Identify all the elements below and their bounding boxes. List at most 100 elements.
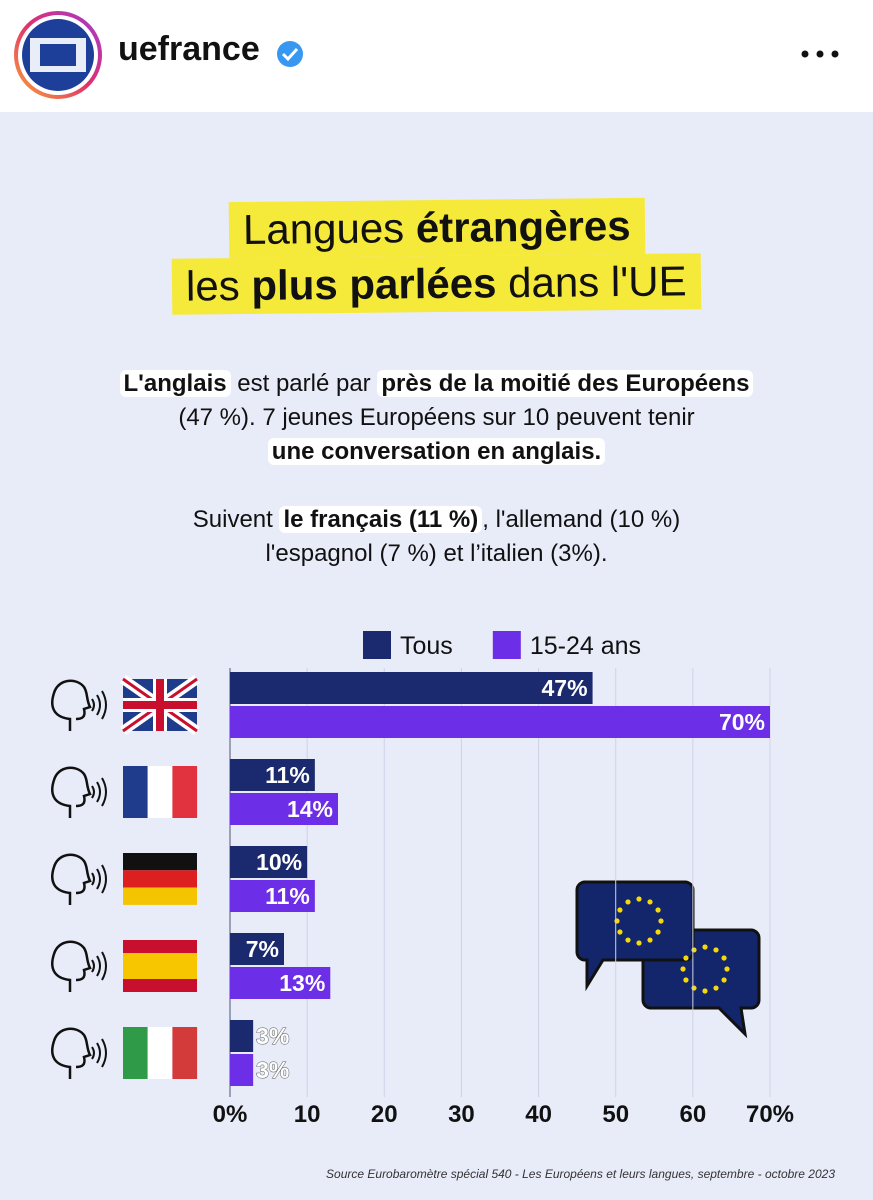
x-tick-label: 10	[294, 1101, 321, 1128]
line-box: les plus parlées dans l'UE	[171, 253, 702, 315]
value-label: 70%	[719, 709, 765, 735]
value-label: 10%	[256, 849, 302, 875]
value-label: 14%	[287, 796, 333, 822]
eu-star	[702, 988, 708, 994]
line-box: Langues étrangères	[228, 197, 645, 259]
flag-stripe	[123, 979, 197, 992]
legend-swatch	[492, 631, 521, 659]
eu-star	[691, 985, 697, 991]
eu-star	[680, 966, 686, 972]
value-label: 11%	[265, 762, 310, 788]
speaking-head	[51, 679, 92, 731]
text-segment: (47 %). 7 jeunes Européens sur 10 peuven…	[178, 404, 695, 431]
source-note: Source Eurobaromètre spécial 540 - Les E…	[326, 1167, 835, 1181]
flag-stripe	[123, 940, 197, 953]
text-segment: est parlé par	[230, 370, 378, 397]
eu-star	[658, 918, 664, 924]
text-segment: étrangères	[415, 201, 631, 252]
bar	[230, 880, 315, 912]
x-tick-label: 20	[371, 1101, 398, 1128]
flag-stripe	[123, 1027, 148, 1079]
post-header: uefrance	[0, 0, 873, 112]
eu-star	[655, 907, 661, 913]
text-segment: Suivent	[192, 506, 280, 533]
flag	[123, 766, 198, 818]
flag-stripe	[172, 766, 198, 818]
text-segment: L'anglais	[119, 370, 231, 397]
eu-star	[617, 929, 623, 935]
text-segment: les	[185, 261, 252, 310]
story-ring[interactable]	[14, 11, 102, 99]
value-label: 13%	[279, 970, 325, 996]
x-tick-label: 0%	[213, 1101, 248, 1128]
eu-star	[625, 937, 631, 943]
text-line: l'espagnol (7 %) et l’italien (3%).	[0, 537, 873, 571]
flag-stripe	[123, 870, 197, 888]
line-box: (47 %). 7 jeunes Européens sur 10 peuven…	[178, 404, 694, 431]
flag-stripe	[147, 766, 173, 818]
text-line: les plus parlées dans l'UE	[0, 253, 873, 315]
verified-badge	[277, 41, 303, 67]
sound-waves	[91, 951, 107, 981]
flag-stripe	[123, 853, 197, 871]
flag-stripe	[123, 953, 197, 979]
bar	[230, 846, 308, 878]
legend-label: Tous	[400, 632, 453, 660]
eu-star	[625, 899, 631, 905]
category-icons	[51, 853, 197, 905]
line-box: une conversation en anglais.	[267, 438, 606, 465]
line-box: l'espagnol (7 %) et l’italien (3%).	[265, 540, 607, 567]
bar	[230, 706, 770, 738]
text-line: Langues étrangères	[0, 197, 873, 259]
category-icons	[51, 940, 197, 992]
eu-star	[617, 907, 623, 913]
sound-waves	[91, 777, 107, 807]
text-segment: une conversation en anglais.	[267, 438, 606, 465]
sound-waves	[91, 690, 107, 720]
eu-star	[713, 985, 719, 991]
speaking-head	[51, 1027, 92, 1079]
eu-star	[691, 947, 697, 953]
avatar-flag	[40, 44, 76, 66]
text-segment: dans l'UE	[496, 257, 688, 307]
x-tick-label: 70%	[746, 1101, 794, 1128]
text-line: une conversation en anglais.	[0, 435, 873, 469]
menu-dot[interactable]	[816, 50, 824, 58]
value-label: 7%	[246, 936, 279, 962]
sound-waves	[91, 1038, 107, 1068]
eu-star	[721, 955, 727, 961]
menu-dot[interactable]	[801, 50, 809, 58]
value-label: 11%	[265, 883, 310, 909]
x-tick-label: 50	[602, 1101, 629, 1128]
speaking-head	[51, 853, 92, 905]
flag	[120, 674, 200, 736]
sound-waves	[91, 864, 107, 894]
flag-stripe	[123, 766, 148, 818]
category-icons	[51, 766, 198, 818]
flag	[123, 853, 197, 905]
x-tick-label: 30	[448, 1101, 475, 1128]
text-segment: plus parlées	[251, 259, 497, 309]
flag-stripe	[147, 1027, 173, 1079]
eu-star	[647, 937, 653, 943]
bar	[230, 967, 331, 999]
line-box: L'anglais est parlé par près de la moiti…	[119, 370, 754, 397]
speech-bubble	[575, 880, 695, 992]
legend-swatch	[363, 631, 391, 659]
menu-dot[interactable]	[831, 50, 839, 58]
value-label: 3%	[256, 1057, 289, 1083]
eu-bubbles	[575, 880, 761, 1039]
category-icons	[51, 1027, 198, 1079]
description: Suivent le français (11 %), l'allemand (…	[0, 503, 873, 571]
eu-star	[614, 918, 620, 924]
line-box: Suivent le français (11 %), l'allemand (…	[193, 506, 680, 533]
header-icons	[14, 11, 839, 99]
chart-title: Langues étrangères les plus parlées dans …	[0, 197, 873, 315]
bar	[230, 1054, 254, 1086]
bar	[230, 672, 593, 704]
username[interactable]: uefrance	[118, 30, 260, 68]
verified-check	[281, 47, 299, 62]
text-line: (47 %). 7 jeunes Européens sur 10 peuven…	[0, 401, 873, 435]
text-segment: Langues	[242, 204, 416, 254]
